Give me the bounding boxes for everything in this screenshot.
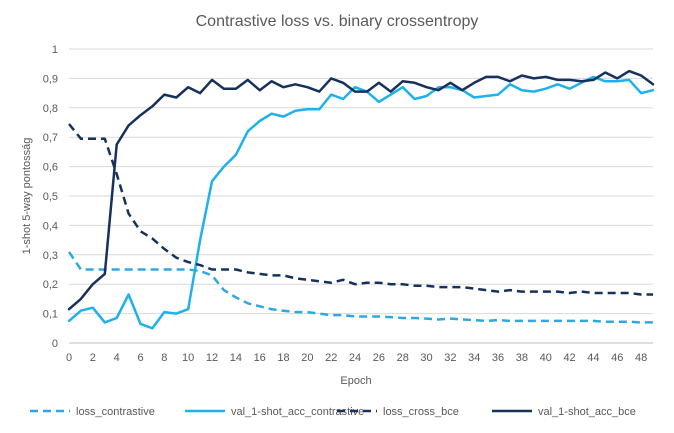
x-tick-label: 30 — [420, 352, 432, 364]
x-axis-label: Epoch — [340, 375, 371, 387]
y-tick-label: 0,7 — [43, 132, 58, 144]
x-tick-label: 16 — [254, 352, 266, 364]
x-tick-label: 42 — [563, 352, 575, 364]
y-tick-label: 0,6 — [43, 162, 58, 174]
x-tick-label: 8 — [161, 352, 167, 364]
y-tick-label: 0,9 — [43, 73, 58, 85]
x-tick-label: 32 — [444, 352, 456, 364]
x-tick-label: 12 — [206, 352, 218, 364]
grid-layer — [69, 48, 653, 344]
series-line-loss_contrastive — [67, 251, 653, 324]
legend: loss_contrastive val_1-shot_acc_contrasti… — [30, 406, 636, 418]
series-line-loss_cross_bce — [68, 123, 653, 296]
legend-label-val_1-shot_acc_contrastive: val_1-shot_acc_contrastive — [231, 406, 364, 418]
x-tick-label: 44 — [587, 352, 599, 364]
x-tick-label: 34 — [468, 352, 480, 364]
series-line-val_1-shot_acc_contrastive — [67, 75, 655, 330]
y-tick-label: 0,1 — [43, 309, 58, 321]
series-layer — [67, 69, 655, 330]
tick-layer: 00,10,20,30,40,50,60,70,80,910 2 4 6 8 10 12 14… — [43, 44, 648, 364]
y-tick-label: 0,3 — [43, 250, 58, 262]
x-tick-label: 28 — [397, 352, 409, 364]
x-tick-label: 0 — [66, 352, 72, 364]
legend-label-val_1-shot_acc_bce: val_1-shot_acc_bce — [538, 406, 636, 418]
series-line-val_1-shot_acc_bce — [67, 69, 655, 311]
x-tick-label: 6 — [137, 352, 143, 364]
y-tick-label: 0,8 — [43, 103, 58, 115]
x-tick-label: 20 — [301, 352, 313, 364]
x-tick-label: 14 — [230, 352, 242, 364]
x-tick-label: 26 — [373, 352, 385, 364]
y-tick-label: 0,4 — [43, 220, 58, 232]
legend-label-loss_contrastive: loss_contrastive — [76, 406, 155, 418]
x-tick-label: 40 — [540, 352, 552, 364]
x-tick-label: 4 — [114, 352, 120, 364]
x-tick-label: 36 — [492, 352, 504, 364]
x-tick-label: 38 — [516, 352, 528, 364]
x-tick-label: 2 — [90, 352, 96, 364]
x-tick-label: 22 — [325, 352, 337, 364]
x-tick-label: 10 — [182, 352, 194, 364]
y-tick-label: 0,5 — [43, 191, 58, 203]
x-tick-label: 48 — [635, 352, 647, 364]
x-tick-label: 24 — [349, 352, 361, 364]
y-tick-label: 0,2 — [43, 279, 58, 291]
x-tick-label: 46 — [611, 352, 623, 364]
y-tick-label: 1 — [52, 44, 58, 56]
x-tick-label: 18 — [277, 352, 289, 364]
legend-label-loss_cross_bce: loss_cross_bce — [383, 406, 459, 418]
y-tick-label: 0 — [52, 338, 58, 350]
y-axis-label: 1-shot 5-way pontosság — [21, 138, 33, 255]
chart-title: Contrastive loss vs. binary crossentropy — [196, 13, 479, 30]
